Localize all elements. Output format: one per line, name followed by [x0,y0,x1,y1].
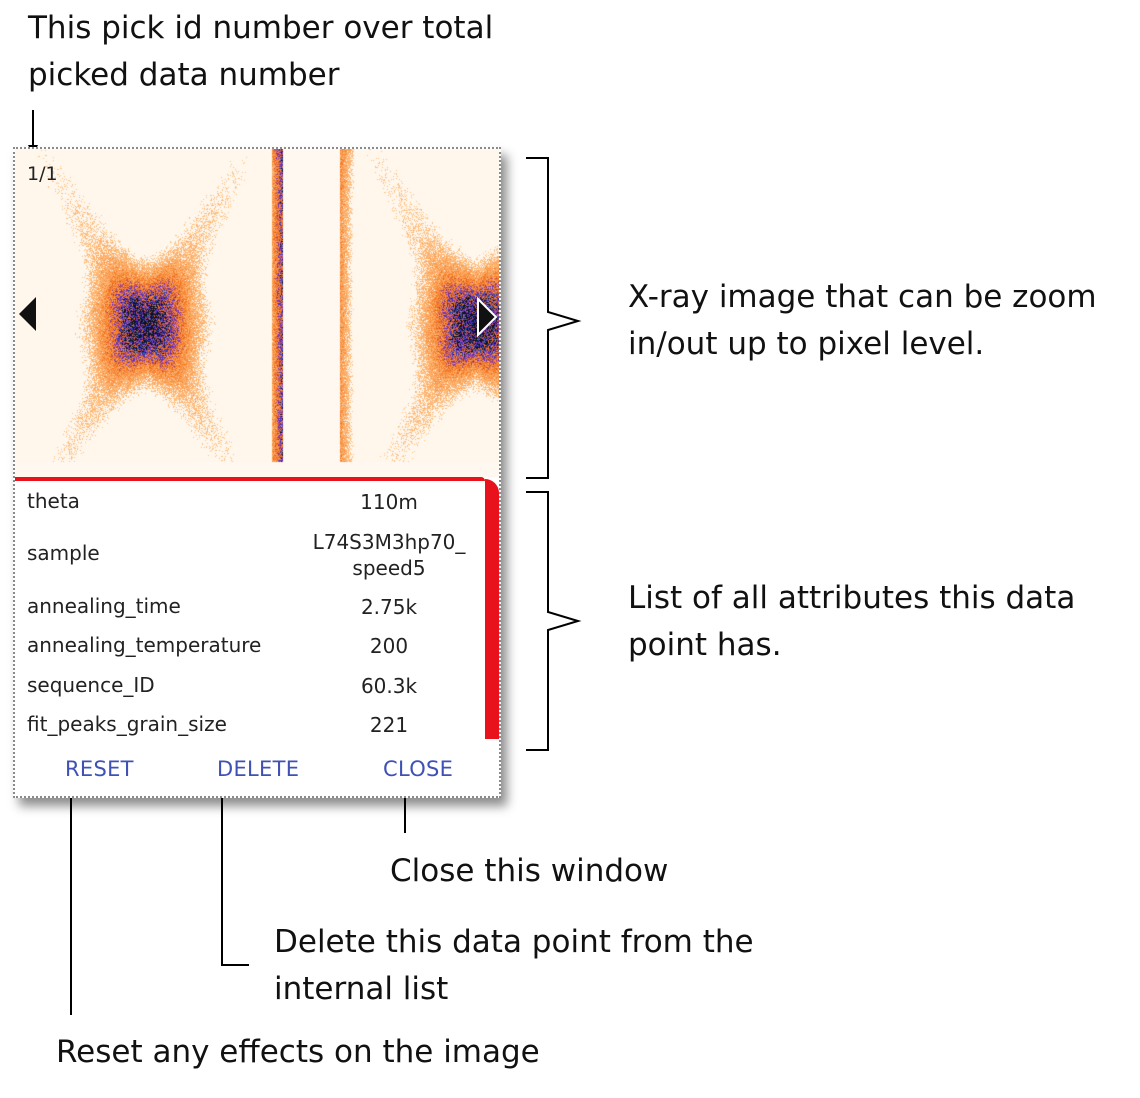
annotation-line: picked data number [28,57,340,93]
attribute-list-scrollbar[interactable] [485,479,499,739]
attribute-value: 200 [369,634,409,658]
attribute-name: annealing_time [27,594,181,618]
attribute-value: L74S3M3hp70_ speed5 [312,530,466,580]
xray-bracket [526,157,582,479]
attribute-name: theta [27,489,80,513]
annotation-pick-id: This pick id number over total picked da… [28,5,493,99]
xray-image[interactable] [15,149,499,477]
annotation-line: X-ray image that can be zoom [628,279,1097,315]
attribute-value: 60.3k [360,674,418,698]
annotation-close: Close this window [390,848,668,895]
annotation-line: Close this window [390,853,669,889]
attribute-value: 2.75k [360,595,418,619]
annotation-xray-image: X-ray image that can be zoom in/out up t… [628,274,1097,368]
delete-button[interactable]: DELETE [217,757,300,781]
annotation-line: List of all attributes this data [628,580,1076,616]
annotation-line: in/out up to pixel level. [628,326,985,362]
close-button[interactable]: CLOSE [383,757,454,781]
attribute-list[interactable]: theta 110m sample L74S3M3hp70_ speed5 an… [15,477,499,739]
attribute-name: fit_peaks_grain_size [27,712,227,736]
attribute-value: 110m [360,490,418,514]
attribute-name: annealing_temperature [27,633,262,657]
attributes-bracket [526,491,582,751]
attribute-name: sequence_ID [27,673,155,697]
annotation-line: Reset any effects on the image [56,1034,540,1070]
annotation-line: internal list [274,971,449,1007]
xray-image-viewer[interactable]: 1/1 [15,149,499,477]
annotation-attribute-list: List of all attributes this data point h… [628,575,1075,669]
attribute-name: sample [27,541,100,565]
pick-counter: 1/1 [27,163,58,185]
annotation-delete: Delete this data point from the internal… [274,919,754,1013]
pick-detail-dialog: 1/1 theta 110m sample L74S3M3hp70_ speed… [13,147,501,798]
panel-top-border [15,477,485,481]
annotation-line: This pick id number over total [28,10,494,46]
attribute-value: 221 [369,713,409,737]
annotation-line: point has. [628,627,782,663]
delete-arrow [217,781,249,966]
annotation-reset: Reset any effects on the image [56,1029,540,1076]
reset-button[interactable]: RESET [65,757,134,781]
previous-arrow-icon[interactable] [19,297,36,331]
annotation-line: Delete this data point from the [274,924,754,960]
